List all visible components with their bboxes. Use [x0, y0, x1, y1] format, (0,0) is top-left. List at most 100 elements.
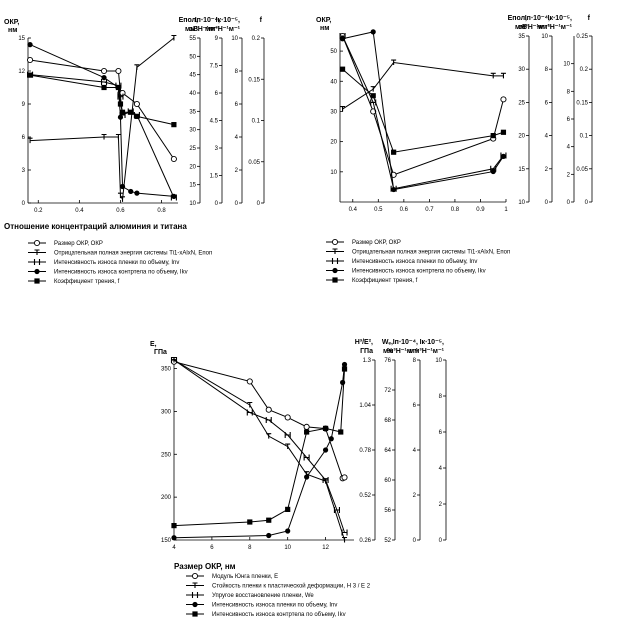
tick-label: 30: [518, 67, 525, 73]
data-point-enop: [370, 86, 376, 92]
x-axis-title: Отношение концентраций алюминия и титана: [4, 222, 187, 231]
tick-label: 6: [22, 135, 26, 141]
data-point-ikv: [128, 188, 134, 195]
series-line-E: [173, 361, 345, 479]
legend-3: Модуль Юнга пленки, E Стойкость пленки к …: [186, 572, 371, 618]
series-ikv: [339, 29, 507, 193]
axis-unit: нм: [320, 25, 329, 32]
data-point-enop: [391, 59, 397, 66]
data-point-ikv: [391, 186, 397, 193]
tick-label: 10: [231, 36, 238, 42]
axis-inv: 0 2 4 6 8 10 Iп⋅10⁻⁴, мм³Н⁻¹м⁻¹: [515, 15, 553, 206]
tick-label: 0: [545, 200, 549, 206]
axis-unit: ГПа: [154, 349, 167, 356]
series-inv: [27, 71, 177, 201]
data-point-f: [117, 101, 124, 107]
x-axis: 0.2 0.4 0.6 0.8 Отношение концентраций алюми…: [4, 200, 187, 231]
legend-marker: [191, 572, 199, 580]
axis-unit: нм: [8, 27, 17, 34]
x-tick-label: 10: [284, 545, 291, 551]
tick-label: 8: [235, 69, 239, 75]
axis-enop: 10 15 20 25 30 35 40 45 50 55 Eпол, эВ: [179, 17, 201, 207]
x-tick-label: 1: [504, 207, 508, 213]
series-line-inv: [173, 364, 346, 539]
legend-label: Отрицательная полная энергия системы Ti1…: [352, 250, 510, 256]
axis-unit: мм³Н⁻¹м⁻¹: [515, 24, 551, 31]
x-axis: 4 6 8 10 12 Размер ОКР, нм: [172, 537, 354, 571]
tick-label: 0: [585, 200, 589, 206]
tick-label: 45: [189, 73, 196, 79]
axis-inv: 0 1.5 3 4.5 6 7.5 9 Iп⋅10⁻⁴, мм³Н⁻¹м⁻¹: [185, 17, 223, 207]
series-line-inv: [342, 35, 504, 190]
data-point-f: [391, 149, 397, 155]
legend-label: Размер ОКР, ОКР: [352, 240, 401, 246]
tick-label: 0.15: [576, 100, 588, 106]
series-enop: [27, 34, 177, 202]
tick-label: 25: [189, 146, 196, 152]
series-inv: [171, 361, 348, 541]
legend-marker: [191, 592, 199, 598]
legend-marker: [192, 611, 198, 617]
tick-label: 0: [235, 201, 239, 207]
data-point-h3e2: [247, 401, 253, 408]
axis-unit: %: [387, 348, 394, 355]
data-point-f: [370, 93, 376, 99]
axis-title: Iп⋅10⁻⁴,: [525, 15, 550, 22]
data-point-ikv: [285, 506, 291, 512]
axis-unit: мм³Н⁻¹м⁻¹: [537, 24, 573, 31]
tick-label: 4.5: [210, 119, 219, 125]
tick-label: 35: [518, 34, 525, 40]
tick-label: 68: [384, 418, 391, 424]
data-point-ikv: [500, 153, 507, 159]
tick-label: 0: [215, 201, 219, 207]
x-tick-label: 12: [322, 545, 329, 551]
series-f: [27, 72, 177, 128]
axis-ikv: 0 2 4 6 8 10 Iк⋅10⁻⁵, мм³Н⁻¹м⁻¹: [537, 15, 575, 206]
tick-label: 30: [189, 128, 196, 134]
data-point-ikv: [117, 114, 124, 120]
tick-label: 12: [18, 69, 25, 75]
axis-title: Iк⋅10⁻⁵,: [420, 339, 444, 346]
data-point-f: [500, 129, 507, 135]
x-tick-label: 8: [248, 545, 252, 551]
data-point-f: [119, 109, 126, 115]
data-point-okr: [27, 56, 34, 64]
data-point-enop: [171, 34, 177, 41]
data-point-okr: [133, 100, 140, 108]
axis-title: ОКР,: [316, 17, 331, 24]
axis-enop: 10 15 20 25 30 35 Eпол, эВ: [508, 15, 530, 206]
axis-title: Eпол,: [179, 17, 198, 24]
tick-label: 4: [567, 145, 571, 151]
x-tick-label: 0.9: [476, 207, 485, 213]
data-point-f: [134, 113, 140, 119]
legend-label: Интенсивность износа пленки по объему, I…: [212, 603, 337, 609]
data-point-inv: [285, 528, 291, 534]
data-point-enop: [115, 133, 121, 140]
legend-marker: [331, 238, 339, 246]
legend-label: Интенсивность износа пленки по объему, I…: [352, 259, 477, 265]
data-point-inv: [328, 436, 334, 442]
tick-label: 2: [439, 502, 443, 508]
data-point-we: [322, 477, 329, 483]
tick-label: 1.3: [363, 358, 372, 364]
legend-2: Размер ОКР, ОКР Отрицательная полная энер…: [326, 238, 510, 284]
tick-label: 2: [235, 168, 239, 174]
x-tick-label: 0.2: [34, 208, 43, 214]
axis-title: Wₑ,: [382, 339, 393, 346]
series-f: [339, 66, 507, 155]
tick-label: 0: [22, 201, 26, 207]
data-point-E: [303, 423, 310, 430]
series-okr: [27, 56, 177, 163]
tick-label: 35: [189, 109, 196, 115]
tick-label: 56: [384, 508, 391, 514]
series-ikv: [27, 42, 177, 199]
data-point-inv: [266, 532, 272, 539]
tick-label: 15: [18, 36, 25, 42]
data-point-ikv: [322, 425, 329, 431]
axis-unit: эВ: [189, 26, 198, 33]
x-tick-label: 0.5: [374, 207, 383, 213]
tick-label: 20: [189, 164, 196, 170]
tick-label: 1.04: [359, 403, 371, 409]
axis-title: f: [260, 17, 263, 24]
data-point-enop: [500, 72, 506, 79]
